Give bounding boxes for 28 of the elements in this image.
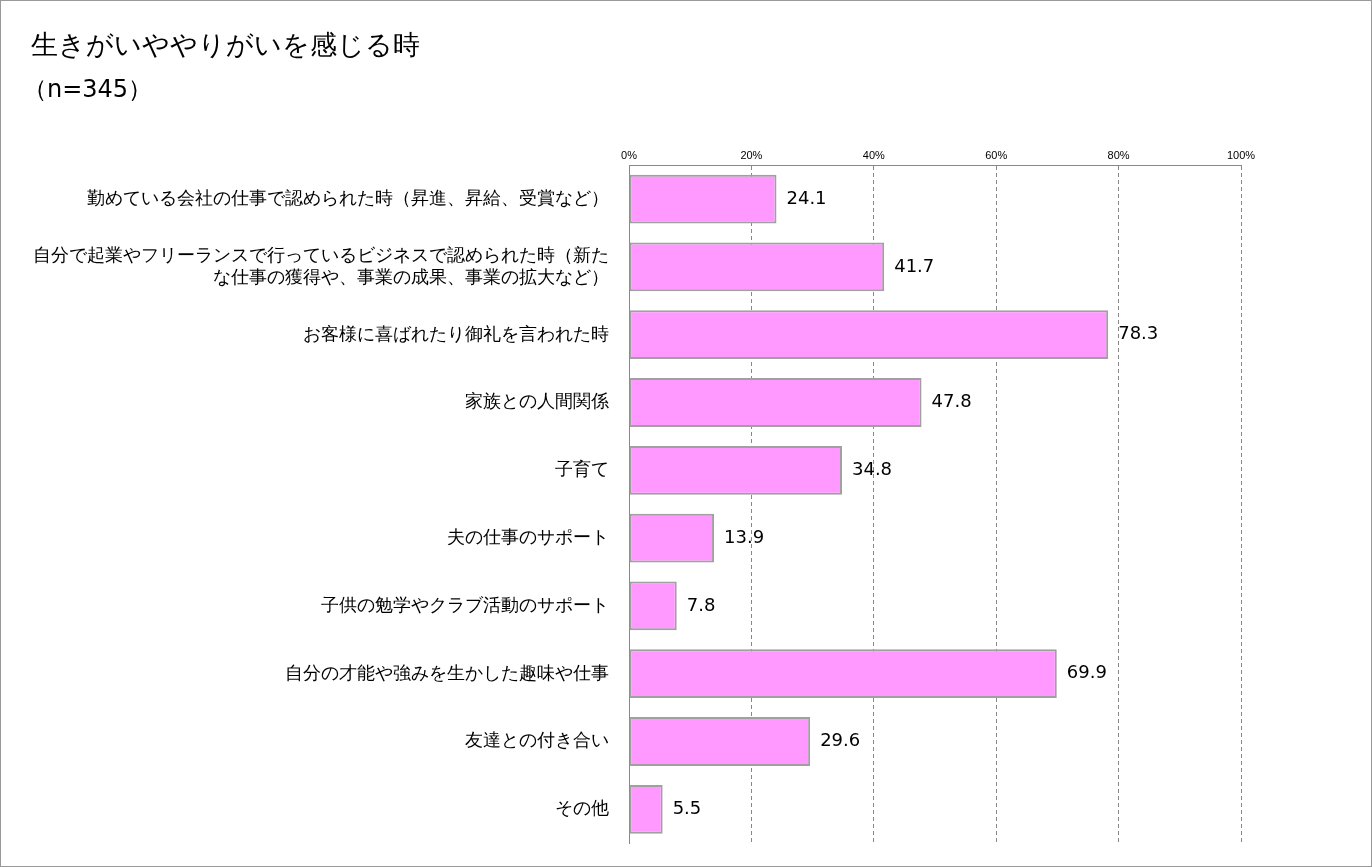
y-tick-label: 夫の仕事のサポート bbox=[447, 527, 609, 548]
data-label: 29.6 bbox=[820, 729, 861, 751]
text: 生きがいややりがいを感じる時 bbox=[31, 28, 420, 62]
y-tick-label: 子育て bbox=[555, 459, 609, 480]
data-label: 7.8 bbox=[686, 593, 716, 615]
data-label: 24.1 bbox=[786, 186, 827, 208]
data-label: 78.3 bbox=[1118, 322, 1159, 344]
y-tick-label: 自分で起業やフリーランスで行っているビジネスで認められた時（新たな仕事の獲得や、事業の成果、事業の拡大など） bbox=[33, 245, 609, 287]
data-label: 69.9 bbox=[1066, 661, 1107, 683]
x-tick-label: 100% bbox=[1226, 148, 1256, 161]
y-tick-label: お客様に喜ばれたり御礼を言われた時 bbox=[303, 323, 609, 344]
data-label: 41.7 bbox=[894, 254, 935, 276]
y-tick-label: その他 bbox=[555, 798, 609, 819]
x-tick-label: 0% bbox=[621, 148, 638, 161]
y-tick-label: 家族との人間関係 bbox=[465, 391, 609, 412]
y-tick-label: 自分の才能や強みを生かした趣味や仕事 bbox=[285, 662, 609, 683]
data-label: 34.8 bbox=[851, 457, 893, 479]
data-label: 13.9 bbox=[724, 525, 765, 547]
y-tick-label: 友達との付き合い bbox=[465, 730, 609, 751]
x-tick-label: 40% bbox=[862, 148, 886, 161]
data-label: 47.8 bbox=[931, 390, 972, 412]
x-tick-label: 80% bbox=[1107, 148, 1130, 161]
y-tick-label: 子供の勉学やクラブ活動のサポート bbox=[321, 594, 609, 615]
x-tick-label: 60% bbox=[985, 148, 1008, 161]
y-tick-label: 勤めている会社の仕事で認められた時（昇進、昇給、受賞など） bbox=[87, 188, 609, 209]
x-tick-label: 20% bbox=[740, 148, 763, 161]
data-label: 5.5 bbox=[672, 796, 702, 818]
text: （n=345） bbox=[23, 74, 153, 105]
